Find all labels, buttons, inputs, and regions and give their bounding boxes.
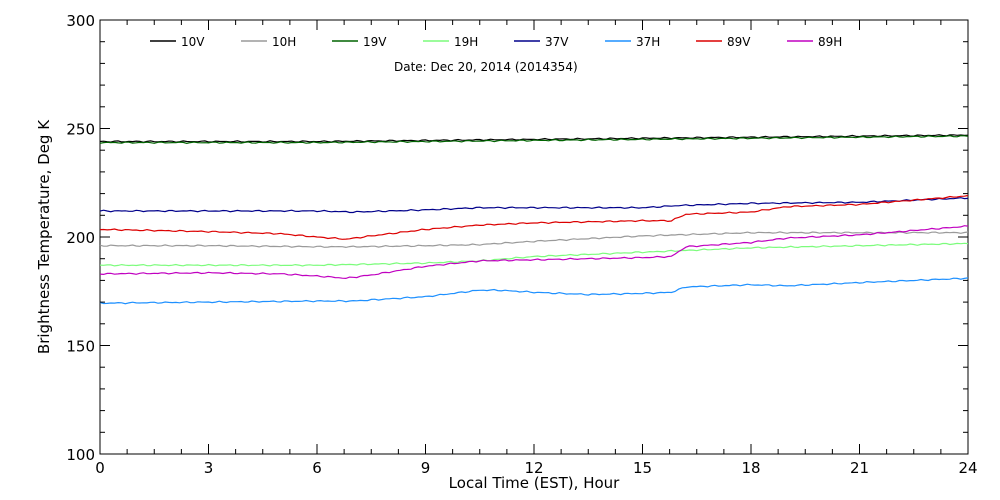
series-line-10v <box>99 134 969 143</box>
series-layer <box>99 134 969 305</box>
x-tick-label: 9 <box>421 459 431 477</box>
legend-label-37v: 37V <box>545 35 569 49</box>
series-line-37h <box>99 277 969 305</box>
legend-label-37h: 37H <box>636 35 660 49</box>
x-tick-label: 18 <box>741 459 760 477</box>
legend-label-19v: 19V <box>363 35 387 49</box>
series-line-89h <box>99 225 969 280</box>
legend: 10V 10H 19V 19H 37V 37H 89V 89H <box>150 35 842 49</box>
legend-label-89v: 89V <box>727 35 751 49</box>
series-line-89v <box>99 194 969 240</box>
series-line-10h <box>99 231 969 249</box>
x-axis-title: Local Time (EST), Hour <box>449 474 620 492</box>
y-tick-label: 250 <box>66 121 95 139</box>
x-tick-label: 15 <box>633 459 652 477</box>
x-tick-label: 24 <box>958 459 977 477</box>
chart-date-label: Date: Dec 20, 2014 (2014354) <box>394 60 578 74</box>
x-tick-label: 0 <box>95 459 105 477</box>
y-tick-label: 150 <box>66 338 95 356</box>
x-tick-label: 6 <box>312 459 322 477</box>
x-tick-label: 3 <box>204 459 214 477</box>
y-tick-label: 200 <box>66 229 95 247</box>
legend-label-10v: 10V <box>181 35 205 49</box>
y-tick-label: 300 <box>66 12 95 30</box>
series-line-19h <box>99 242 969 267</box>
y-axis-title: Brightness Temperature, Deg K <box>35 119 53 354</box>
legend-label-10h: 10H <box>272 35 296 49</box>
x-tick-label: 21 <box>850 459 869 477</box>
legend-label-19h: 19H <box>454 35 478 49</box>
y-tick-label: 100 <box>66 446 95 464</box>
legend-label-89h: 89H <box>818 35 842 49</box>
x-tick-label: 12 <box>524 459 543 477</box>
series-line-19v <box>99 135 969 145</box>
series-line-37v <box>99 197 969 214</box>
ticks-layer: 0 3 6 9 12 15 18 21 24 100 150 200 250 300 <box>66 12 977 477</box>
